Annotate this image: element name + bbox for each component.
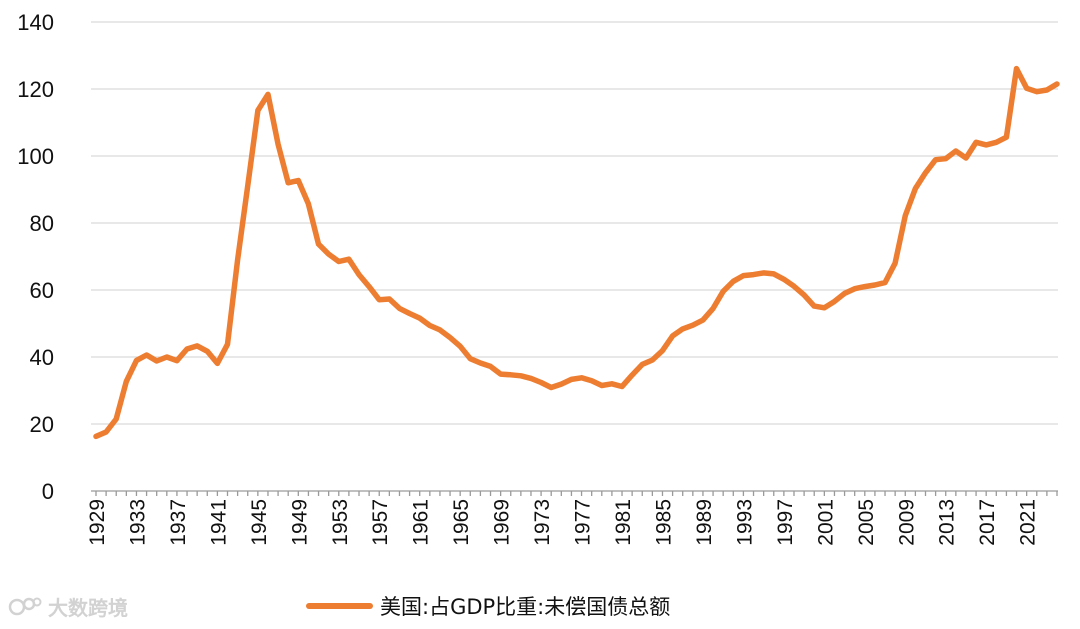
legend-label: 美国:占GDP比重:未偿国债总额	[380, 595, 670, 619]
y-tick-label: 0	[42, 479, 54, 504]
y-tick-label: 20	[30, 412, 54, 437]
x-tick-label: 1957	[369, 499, 392, 546]
x-tick-label: 1969	[491, 499, 514, 546]
x-tick-label: 1973	[531, 499, 554, 546]
x-tick-label: 1965	[450, 499, 473, 546]
x-tick-label: 1941	[207, 499, 230, 546]
x-tick-label: 2009	[895, 499, 918, 546]
x-tick-label: 2017	[976, 499, 999, 546]
series-line	[93, 65, 1060, 440]
y-tick-label: 80	[30, 211, 54, 236]
y-tick-label: 60	[30, 278, 54, 303]
series-layer	[93, 65, 1060, 440]
x-tick-label: 1993	[733, 499, 756, 546]
x-tick-label: 2013	[936, 499, 959, 546]
x-tick-label: 1961	[410, 499, 433, 546]
gridlines	[91, 21, 1058, 425]
watermark-text: 大数跨境	[48, 596, 128, 620]
y-tick-label: 120	[17, 77, 54, 102]
y-tick-label: 40	[30, 345, 54, 370]
x-tick-label: 1945	[248, 499, 271, 546]
watermark: 大数跨境	[8, 592, 128, 621]
x-tick-label: 1929	[86, 499, 109, 546]
legend: 美国:占GDP比重:未偿国债总额	[306, 595, 670, 619]
x-tick-label: 2005	[855, 499, 878, 546]
x-axis	[91, 490, 1058, 496]
x-tick-label: 1989	[693, 499, 716, 546]
y-tick-label: 140	[17, 10, 54, 35]
watermark-logo-icon	[8, 597, 42, 615]
x-tick-label: 1933	[126, 499, 149, 546]
x-tick-label: 2021	[1017, 499, 1040, 546]
x-tick-label: 1953	[329, 499, 352, 546]
x-axis-tick-labels: 1929 1933 1937 1941 1945 1949 1953 1957 1961 1965…	[86, 499, 1040, 546]
x-tick-label: 1977	[572, 499, 595, 546]
y-axis-tick-labels: 0 20 40 60 80 100 120 140	[17, 10, 54, 504]
x-tick-label: 1997	[774, 499, 797, 546]
x-tick-label: 1949	[288, 499, 311, 546]
x-tick-label: 1981	[612, 499, 635, 546]
x-tick-label: 1985	[652, 499, 675, 546]
y-tick-label: 100	[17, 144, 54, 169]
x-tick-label: 1937	[167, 499, 190, 546]
x-tick-label: 2001	[814, 499, 837, 546]
